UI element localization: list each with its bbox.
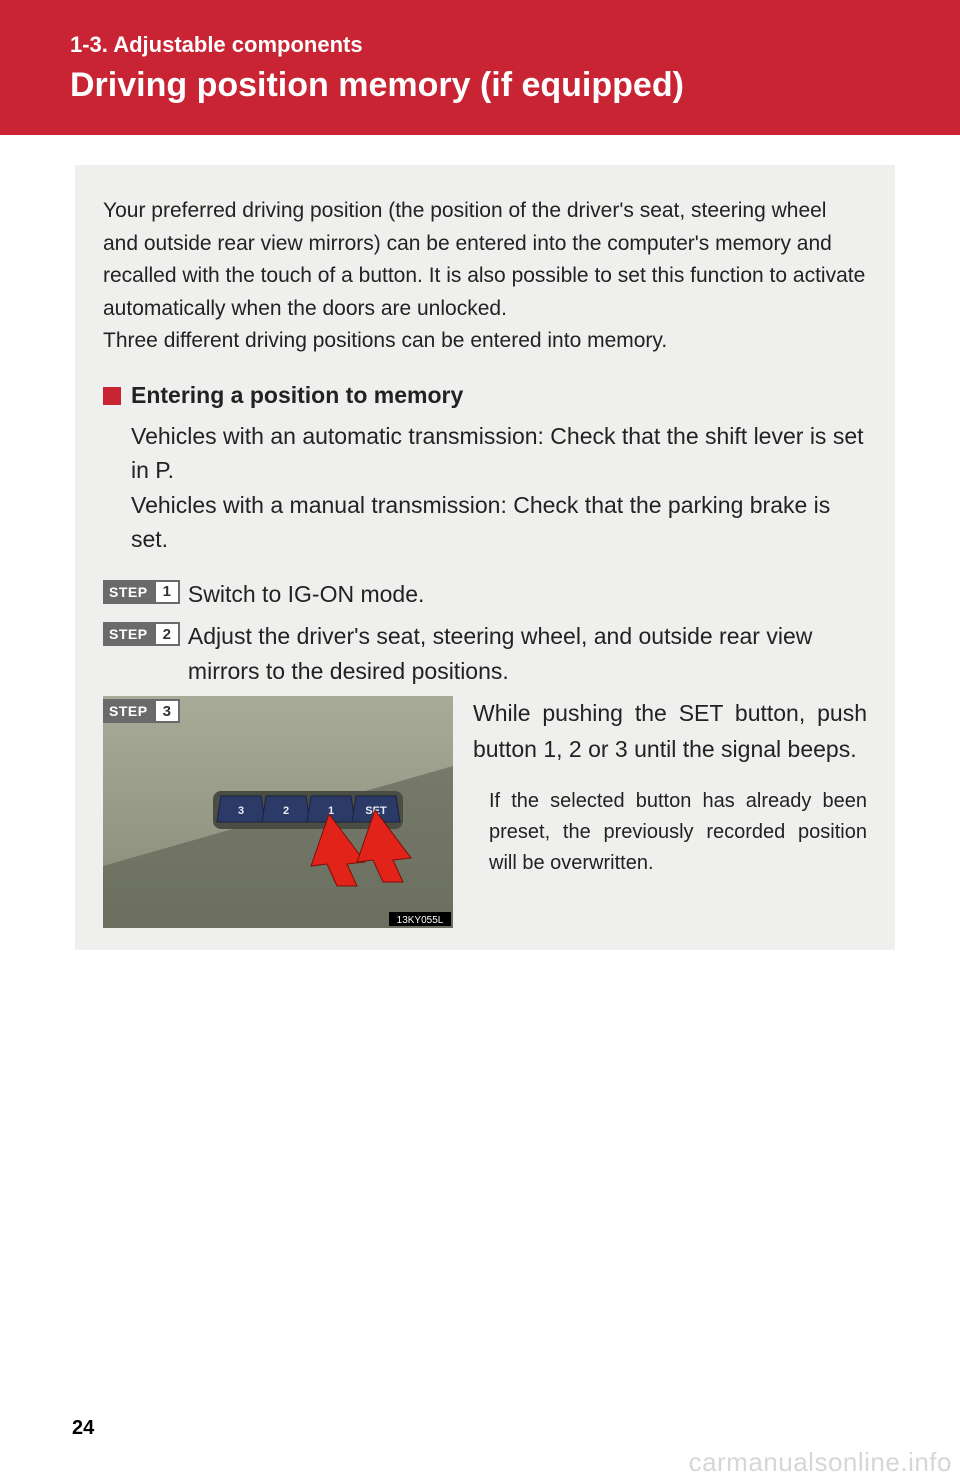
subheading-title: Entering a position to memory: [131, 382, 463, 409]
step-row: STEP2 Adjust the driver's seat, steering …: [103, 619, 867, 688]
step-badge: STEP1: [103, 580, 180, 604]
svg-text:2: 2: [283, 805, 289, 817]
step-row: STEP1 Switch to IG-ON mode.: [103, 577, 867, 612]
step3-text-col: While pushing the SET button, push butto…: [473, 696, 867, 928]
step-badge: STEP2: [103, 622, 180, 646]
svg-text:13KY055L: 13KY055L: [397, 915, 444, 926]
page-number: 24: [72, 1417, 94, 1440]
step-word: STEP: [103, 580, 154, 604]
step3-block: 321SET13KY055L STEP 3 While pushing the …: [103, 696, 867, 928]
step-word: STEP: [103, 622, 154, 646]
step-word: STEP: [103, 699, 154, 723]
memory-buttons-photo: 321SET13KY055L: [103, 696, 453, 928]
step-num: 2: [154, 622, 180, 646]
watermark: carmanualsonline.info: [689, 1447, 952, 1478]
page-title: Driving position memory (if equipped): [70, 66, 890, 105]
step-num: 3: [154, 699, 180, 723]
subheading-body: Vehicles with an automatic transmission:…: [131, 419, 867, 557]
section-label: 1-3. Adjustable components: [70, 32, 890, 58]
content-panel: Your preferred driving position (the pos…: [75, 165, 895, 950]
step3-main-text: While pushing the SET button, push butto…: [473, 696, 867, 767]
header-bar: 1-3. Adjustable components Driving posit…: [0, 0, 960, 135]
step-text: Adjust the driver's seat, steering wheel…: [188, 619, 867, 688]
step-badge-3: STEP 3: [103, 699, 180, 723]
step3-note-text: If the selected button has already been …: [489, 786, 867, 879]
step3-photo-wrap: 321SET13KY055L STEP 3: [103, 696, 453, 928]
subheading-row: Entering a position to memory: [103, 382, 867, 409]
svg-text:3: 3: [238, 805, 244, 817]
intro-text: Your preferred driving position (the pos…: [103, 195, 867, 358]
step-text: Switch to IG-ON mode.: [188, 577, 424, 612]
square-bullet-icon: [103, 387, 121, 405]
step-num: 1: [154, 580, 180, 604]
